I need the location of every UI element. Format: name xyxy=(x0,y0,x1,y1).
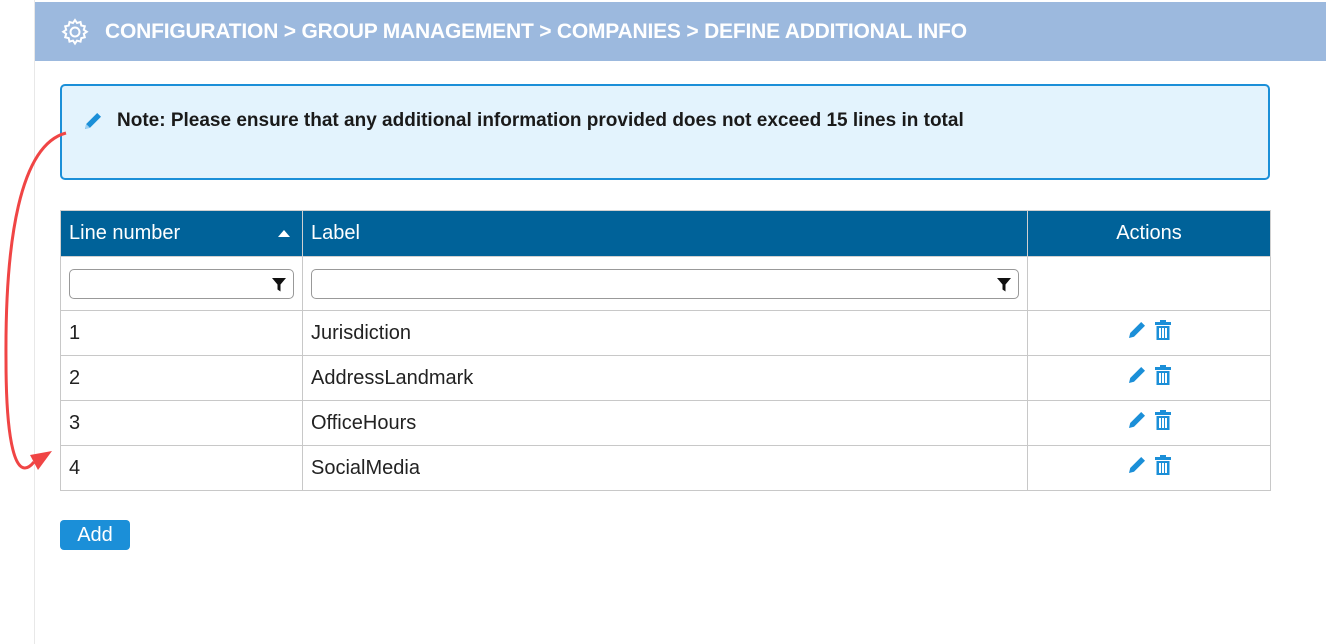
column-header-line-number[interactable]: Line number xyxy=(60,210,303,257)
additional-info-table: Line number Label Actions xyxy=(60,210,1271,491)
delete-icon[interactable] xyxy=(1154,454,1172,482)
edit-icon[interactable] xyxy=(1126,409,1148,437)
line-number-cell: 4 xyxy=(60,445,303,491)
label-filter-input[interactable] xyxy=(311,268,1019,299)
filter-cell-line-number xyxy=(60,256,303,311)
filter-icon[interactable] xyxy=(271,276,287,292)
column-header-actions-text: Actions xyxy=(1116,222,1182,244)
edit-icon[interactable] xyxy=(1126,364,1148,392)
pencil-icon xyxy=(82,110,104,132)
delete-icon[interactable] xyxy=(1154,409,1172,437)
label-cell: SocialMedia xyxy=(302,445,1028,491)
column-header-actions: Actions xyxy=(1027,210,1271,257)
table-header-row: Line number Label Actions xyxy=(60,210,1271,257)
add-button[interactable]: Add xyxy=(60,520,130,550)
actions-cell xyxy=(1027,310,1271,356)
left-strip xyxy=(0,0,35,644)
label-cell: AddressLandmark xyxy=(302,355,1028,401)
filter-cell-label xyxy=(302,256,1028,311)
actions-cell xyxy=(1027,400,1271,446)
table-row: 3 OfficeHours xyxy=(60,400,1271,446)
edit-icon[interactable] xyxy=(1126,454,1148,482)
table-row: 4 SocialMedia xyxy=(60,445,1271,491)
delete-icon[interactable] xyxy=(1154,364,1172,392)
sort-ascending-icon xyxy=(278,230,290,237)
page-header: CONFIGURATION > GROUP MANAGEMENT > COMPA… xyxy=(35,2,1326,61)
line-number-cell: 2 xyxy=(60,355,303,401)
table-row: 1 Jurisdiction xyxy=(60,310,1271,356)
table-row: 2 AddressLandmark xyxy=(60,355,1271,401)
note-box: Note: Please ensure that any additional … xyxy=(60,84,1270,180)
filter-row xyxy=(60,256,1271,311)
label-cell: Jurisdiction xyxy=(302,310,1028,356)
actions-cell xyxy=(1027,445,1271,491)
filter-icon[interactable] xyxy=(996,276,1012,292)
gear-icon xyxy=(60,17,90,47)
line-number-cell: 3 xyxy=(60,400,303,446)
line-number-cell: 1 xyxy=(60,310,303,356)
page-title: CONFIGURATION > GROUP MANAGEMENT > COMPA… xyxy=(105,19,967,43)
actions-cell xyxy=(1027,355,1271,401)
label-cell: OfficeHours xyxy=(302,400,1028,446)
filter-cell-actions xyxy=(1027,256,1271,311)
note-text: Note: Please ensure that any additional … xyxy=(117,110,964,131)
line-number-filter-input[interactable] xyxy=(69,268,294,299)
column-header-label[interactable]: Label xyxy=(302,210,1028,257)
column-header-label-text: Label xyxy=(311,222,360,244)
delete-icon[interactable] xyxy=(1154,319,1172,347)
edit-icon[interactable] xyxy=(1126,319,1148,347)
column-header-line-number-label: Line number xyxy=(69,222,181,244)
